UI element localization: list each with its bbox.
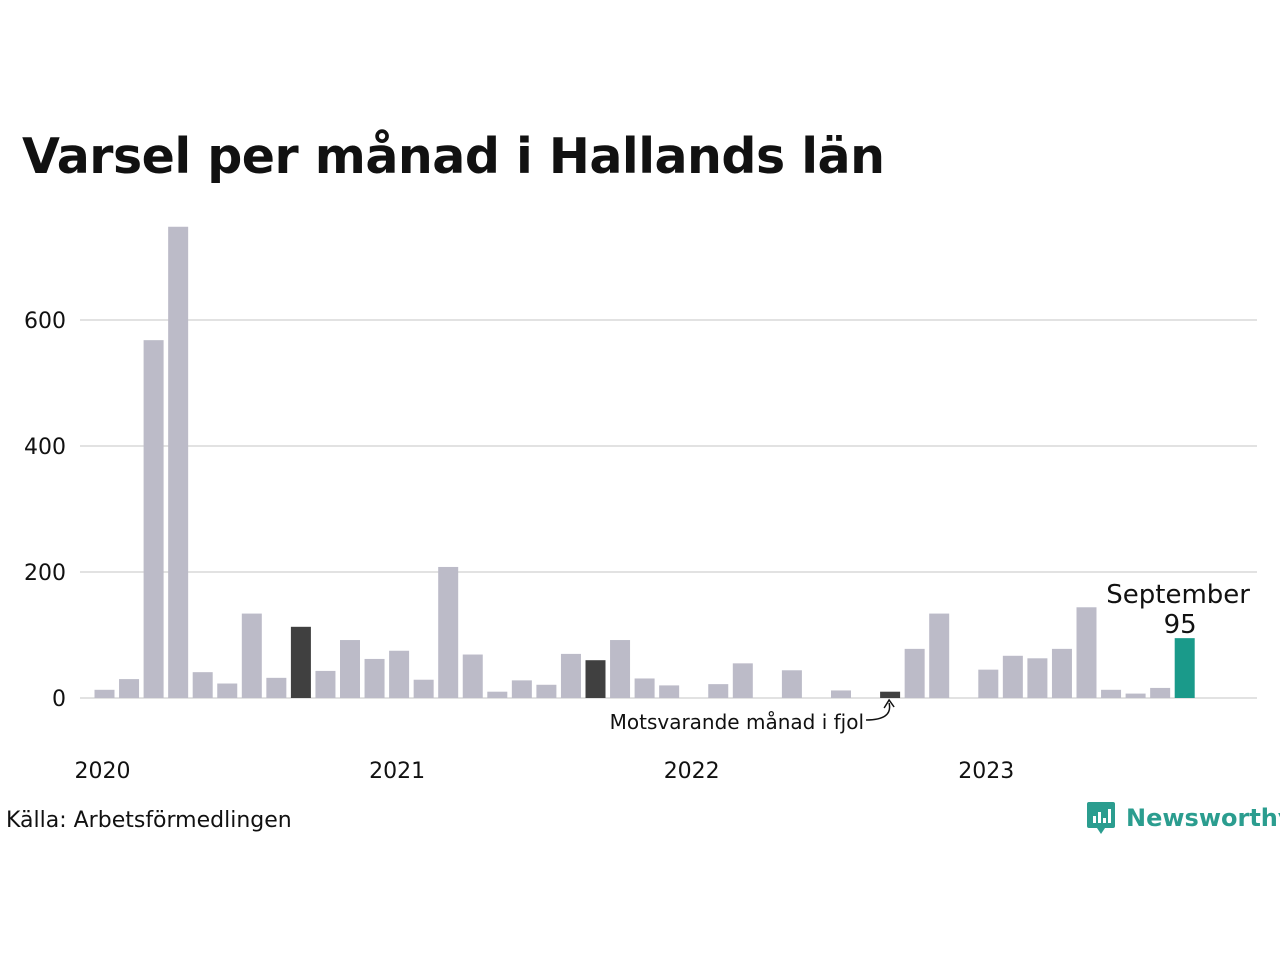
newsworthy-chart-bubble-icon [1087, 802, 1115, 834]
bar-2021-06 [511, 680, 532, 698]
bar-2020-05 [192, 672, 213, 698]
bar-2020-06 [217, 683, 238, 698]
chart-title: Varsel per månad i Hallands län [22, 128, 885, 185]
bar-2021-03 [438, 566, 459, 698]
bar-2020-04 [168, 226, 189, 698]
x-tick-label: 2022 [664, 759, 720, 784]
bar-2020-12 [364, 658, 385, 698]
highlight-value-label: 95 [1164, 610, 1197, 640]
bar-2023-06 [1101, 689, 1122, 698]
bar-2023-08 [1150, 687, 1171, 698]
bar-2023-03 [1027, 658, 1048, 698]
bar-2022-07 [831, 690, 851, 698]
annotation-arrow-line [865, 702, 891, 721]
bar-2020-09 [290, 626, 311, 698]
bar-2022-03 [732, 663, 753, 698]
y-tick-label: 400 [24, 435, 66, 460]
bar-2021-05 [487, 691, 508, 698]
y-tick-label: 200 [24, 561, 66, 586]
bar-2020-11 [340, 640, 360, 698]
bar-2022-11 [929, 613, 950, 698]
bar-2021-02 [413, 679, 434, 698]
logo-text: Newsworthy [1126, 804, 1280, 832]
source-note: Källa: Arbetsförmedlingen [6, 808, 292, 833]
previous-year-annotation: Motsvarande månad i fjol [610, 710, 864, 734]
newsworthy-logo: Newsworthy [1086, 800, 1280, 836]
bar-2021-10 [610, 640, 631, 698]
bar-2021-12 [659, 685, 680, 698]
bar-2020-07 [241, 613, 262, 698]
y-tick-label: 0 [52, 687, 66, 712]
bar-2023-07 [1125, 693, 1146, 698]
bar-2021-08 [560, 653, 581, 698]
x-axis-ticks: 2020 2021 2022 2023 [75, 759, 1015, 784]
bar-2023-02 [1002, 655, 1023, 698]
bar-2021-01 [389, 650, 410, 698]
bars [94, 226, 1195, 698]
bar-2020-01 [94, 689, 115, 698]
bar-2021-11 [634, 678, 655, 698]
bar-2023-09 [1174, 638, 1195, 698]
bar-2020-02 [119, 679, 140, 698]
annotation-arrow-head [883, 698, 895, 709]
bar-2020-03 [143, 340, 164, 698]
x-tick-label: 2020 [75, 759, 131, 784]
bar-2020-10 [315, 670, 336, 698]
bar-2022-10 [904, 648, 925, 698]
x-tick-label: 2023 [958, 759, 1014, 784]
bar-2022-09 [880, 691, 901, 698]
highlight-month-label: September [1106, 580, 1250, 610]
bar-2022-05 [781, 670, 802, 698]
bar-2021-09 [585, 660, 606, 698]
bar-2023-05 [1076, 607, 1097, 698]
bar-2021-04 [462, 654, 483, 698]
bar-2021-07 [536, 684, 557, 698]
bar-2020-08 [266, 677, 287, 698]
bar-2023-01 [978, 669, 999, 698]
bar-2022-02 [708, 684, 729, 698]
y-tick-label: 600 [24, 309, 66, 334]
bar-2023-04 [1051, 648, 1072, 698]
y-axis-ticks: 0 200 400 600 [24, 309, 66, 712]
x-tick-label: 2021 [369, 759, 425, 784]
